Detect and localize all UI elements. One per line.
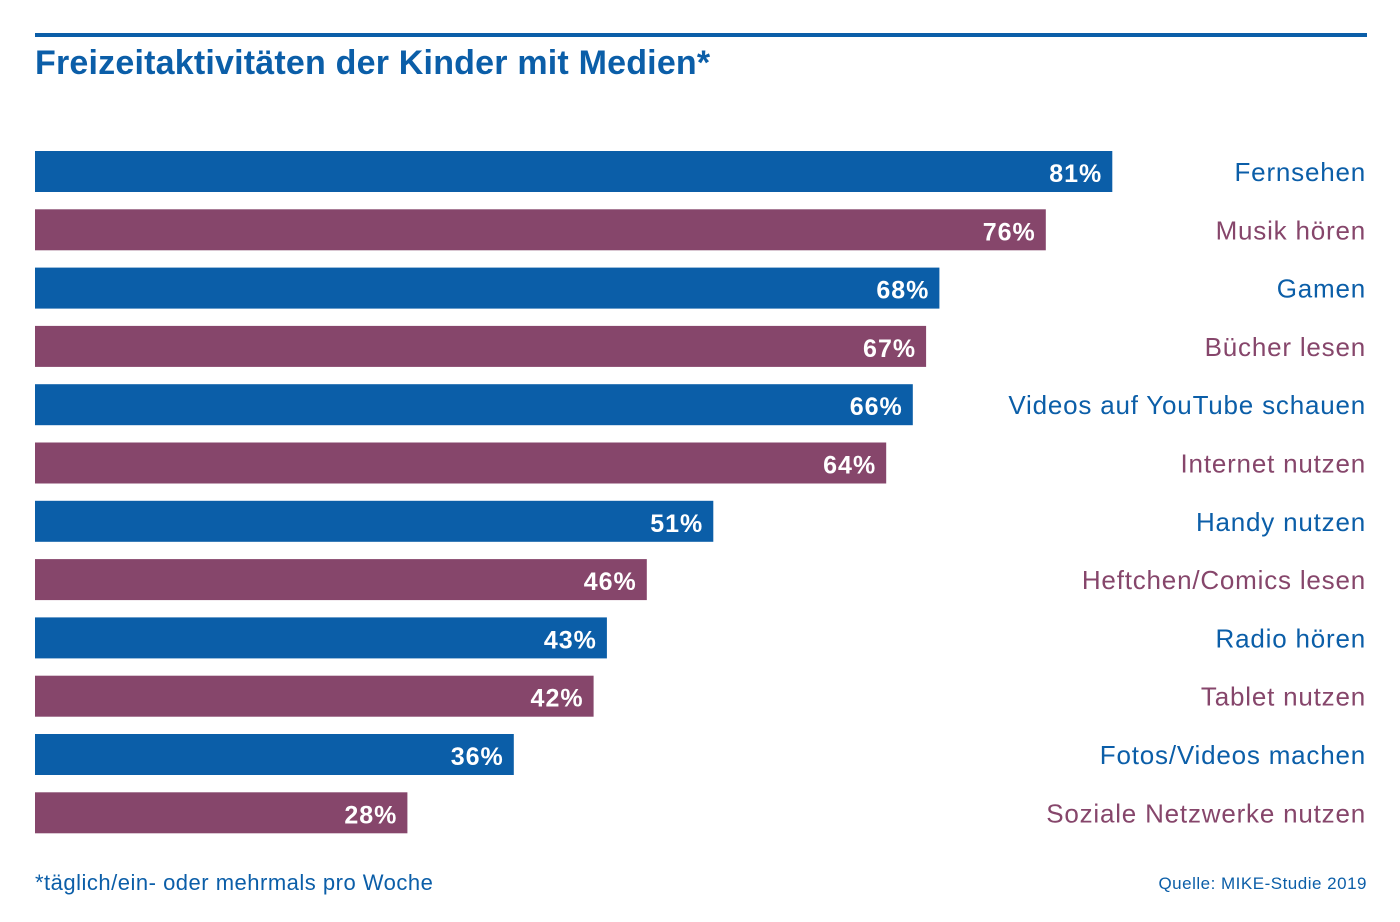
category-label: Fernsehen bbox=[1235, 157, 1367, 187]
category-label: Handy nutzen bbox=[1196, 507, 1366, 537]
bar-value-label: 42% bbox=[531, 685, 584, 713]
bar-value-label: 68% bbox=[876, 277, 929, 305]
bar-value-label: 64% bbox=[823, 452, 876, 480]
category-label: Fotos/Videos machen bbox=[1100, 740, 1366, 770]
bar-4 bbox=[35, 325, 927, 367]
category-label: Musik hören bbox=[1216, 215, 1366, 245]
top-rule bbox=[35, 33, 1367, 37]
bar-3 bbox=[35, 267, 940, 309]
bar-5 bbox=[35, 384, 913, 426]
bar-9 bbox=[35, 617, 607, 659]
category-label: Gamen bbox=[1277, 274, 1366, 304]
chart-title: Freizeitaktivitäten der Kinder mit Medie… bbox=[35, 44, 711, 82]
bar-value-label: 66% bbox=[850, 393, 903, 421]
bar-value-label: 46% bbox=[584, 568, 637, 596]
category-label: Internet nutzen bbox=[1181, 449, 1366, 479]
source-credit: Quelle: MIKE-Studie 2019 bbox=[1158, 874, 1367, 893]
footnote: *täglich/ein- oder mehrmals pro Woche bbox=[35, 870, 434, 895]
bar-11 bbox=[35, 734, 514, 775]
bar-12 bbox=[35, 792, 408, 834]
category-label: Heftchen/Comics lesen bbox=[1082, 565, 1366, 595]
bar-6 bbox=[35, 442, 887, 484]
bar-value-label: 76% bbox=[983, 218, 1036, 246]
category-label: Radio hören bbox=[1216, 623, 1366, 653]
category-label: Soziale Netzwerke nutzen bbox=[1046, 798, 1366, 828]
category-label: Videos auf YouTube schauen bbox=[1008, 390, 1366, 420]
bar-value-label: 51% bbox=[650, 510, 703, 538]
bar-1 bbox=[35, 151, 1113, 192]
bar-2 bbox=[35, 209, 1046, 251]
bar-value-label: 81% bbox=[1049, 160, 1102, 188]
bar-8 bbox=[35, 559, 647, 601]
category-label: Bücher lesen bbox=[1205, 332, 1366, 362]
category-label: Tablet nutzen bbox=[1201, 682, 1366, 712]
bar-value-label: 43% bbox=[544, 626, 597, 654]
bar-7 bbox=[35, 500, 714, 542]
bar-value-label: 28% bbox=[344, 801, 397, 829]
bar-10 bbox=[35, 675, 594, 717]
bar-value-label: 36% bbox=[451, 743, 504, 771]
bar-value-label: 67% bbox=[863, 335, 916, 363]
